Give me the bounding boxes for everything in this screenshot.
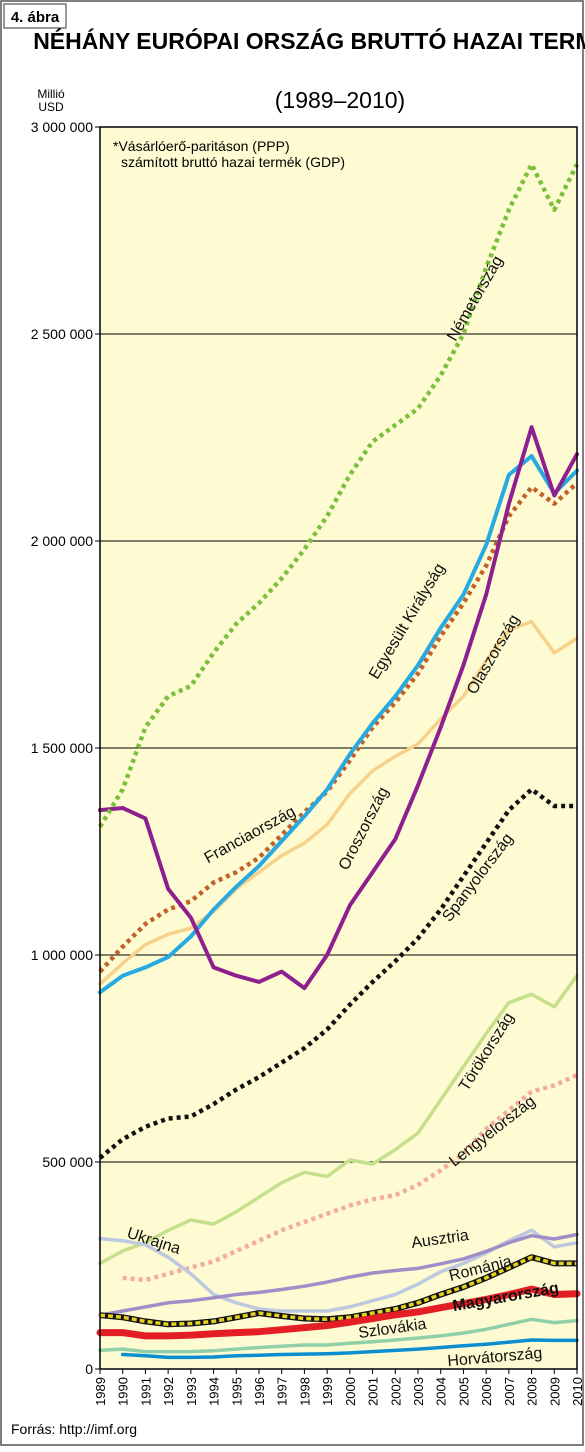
x-tick-label: 1999 <box>320 1377 335 1406</box>
series-line-oroszorszag <box>98 425 579 991</box>
x-tick-label: 2004 <box>434 1377 449 1406</box>
x-tick-label: 2002 <box>388 1377 403 1406</box>
x-tick-label: 2005 <box>456 1377 471 1406</box>
y-axis-label-line1: Millió <box>37 87 65 101</box>
y-tick-label: 2 500 000 <box>31 326 93 342</box>
plot-border <box>99 126 578 1370</box>
footnote-line2: számított bruttó hazai termék (GDP) <box>121 154 345 170</box>
series-line-lengyelorszag <box>122 1073 578 1283</box>
x-tick-label: 1994 <box>207 1377 222 1406</box>
x-tick-label: 1998 <box>297 1377 312 1406</box>
footnote-line1: *Vásárlóerő-paritáson (PPP) <box>113 138 290 154</box>
y-tick-label: 3 000 000 <box>31 119 93 135</box>
y-tick-label: 500 000 <box>42 1154 93 1170</box>
series-line-magyarorszag <box>96 1285 581 1340</box>
x-tick-label: 1997 <box>275 1377 290 1406</box>
series-line-nemetorszag <box>98 162 580 828</box>
series-line-spanyolorszag <box>98 787 577 1160</box>
y-tick-label: 2 000 000 <box>31 533 93 549</box>
x-tick-label: 1990 <box>116 1377 131 1406</box>
x-tick-label: 2009 <box>547 1377 562 1406</box>
figure-label-box <box>3 3 67 29</box>
x-tick-label: 1993 <box>184 1377 199 1406</box>
x-tick-label: 1991 <box>138 1377 153 1406</box>
y-tick-label: 0 <box>85 1361 93 1377</box>
series-line-szlovakia <box>98 1317 579 1354</box>
x-tick-label: 2010 <box>570 1377 585 1406</box>
series-lines <box>96 162 581 1360</box>
x-tick-label: 2007 <box>502 1377 517 1406</box>
x-tick-label: 2006 <box>479 1377 494 1406</box>
chart-subtitle: (1989–2010) <box>275 87 405 113</box>
y-axis-label-line2: USD <box>38 100 64 114</box>
x-tick-label: 1992 <box>161 1377 176 1406</box>
grid-lines <box>100 333 577 1163</box>
x-tick-label: 1989 <box>93 1377 108 1406</box>
x-tick-label: 2008 <box>525 1377 540 1406</box>
series-line-romania <box>99 1255 577 1327</box>
y-tick-label: 1 000 000 <box>31 947 93 963</box>
y-tick-label: 1 500 000 <box>31 740 93 756</box>
y-axis: 0 500 000 1 000 000 1 500 000 2 000 000 2 500… <box>31 119 100 1377</box>
x-axis: 1989 1990 1991 1992 1993 1994 1995 1996 1997 1998… <box>93 1369 585 1406</box>
series-line-franciaorszag <box>98 454 579 995</box>
figure-label: 4. ábra <box>11 9 60 26</box>
x-tick-label: 2001 <box>366 1377 381 1406</box>
chart-title: NÉHÁNY EURÓPAI ORSZÁG BRUTTÓ HAZAI TERMÉ… <box>33 27 585 54</box>
x-tick-label: 2000 <box>343 1377 358 1406</box>
series-line-olaszorszag <box>98 619 579 986</box>
x-tick-label: 1996 <box>252 1377 267 1406</box>
x-tick-label: 1995 <box>229 1377 244 1406</box>
source-note: Forrás: http://imf.org <box>11 1421 137 1437</box>
series-line-horvatorszag <box>120 1338 579 1360</box>
series-line-ausztria <box>98 1232 579 1317</box>
series-line-torokorszag <box>98 973 579 1266</box>
x-tick-label: 2003 <box>411 1377 426 1406</box>
